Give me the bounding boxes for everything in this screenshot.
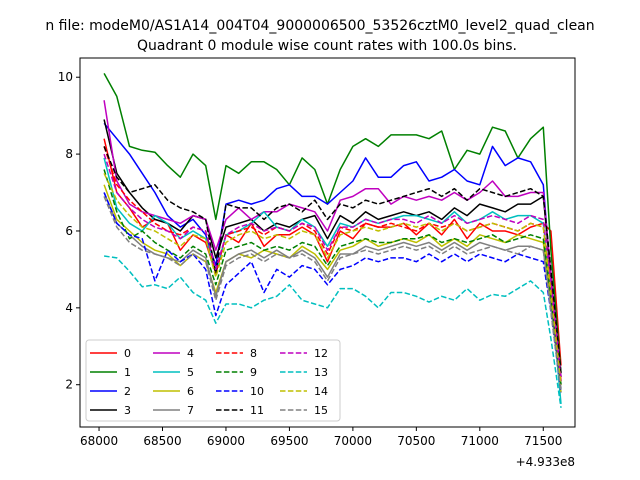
series-line-15 bbox=[103, 196, 562, 393]
series-line-1 bbox=[103, 73, 562, 374]
series-line-2 bbox=[103, 122, 562, 385]
legend-label-3: 3 bbox=[124, 404, 131, 417]
legend-label-2: 2 bbox=[124, 385, 131, 398]
legend-label-5: 5 bbox=[187, 366, 194, 379]
x-tick-label: 69000 bbox=[207, 434, 245, 448]
y-tick-label: 2 bbox=[65, 378, 73, 392]
chart-title: Quadrant 0 module wise count rates with … bbox=[137, 38, 517, 54]
x-tick-label: 70500 bbox=[397, 434, 435, 448]
axes-frame bbox=[79, 57, 576, 428]
legend-label-13: 13 bbox=[314, 366, 328, 379]
y-tick-label: 6 bbox=[65, 224, 73, 238]
y-tick-label: 10 bbox=[58, 70, 73, 84]
plot-area bbox=[103, 73, 562, 408]
legend-frame bbox=[85, 339, 341, 422]
legend-label-6: 6 bbox=[187, 385, 194, 398]
y-tick-label: 4 bbox=[65, 301, 73, 315]
legend-label-1: 1 bbox=[124, 366, 131, 379]
legend-label-15: 15 bbox=[314, 404, 328, 417]
y-axis: 2 4 6 8 10 bbox=[58, 70, 80, 392]
x-tick-label: 68000 bbox=[80, 434, 118, 448]
legend-label-7: 7 bbox=[187, 404, 194, 417]
x-axis: 68000 68500 69000 69500 70000 70500 71000 71500 bbox=[80, 427, 562, 448]
legend-label-12: 12 bbox=[314, 347, 328, 360]
series-line-9 bbox=[103, 169, 562, 385]
legend-label-9: 9 bbox=[250, 366, 257, 379]
x-tick-label: 70000 bbox=[334, 434, 372, 448]
series-line-4 bbox=[103, 100, 562, 378]
x-offset-text: +4.933e8 bbox=[516, 455, 575, 469]
series-line-10 bbox=[103, 192, 562, 393]
legend-label-14: 14 bbox=[314, 385, 328, 398]
legend-label-11: 11 bbox=[250, 404, 264, 417]
series-line-3 bbox=[103, 119, 562, 378]
series-line-12 bbox=[103, 153, 562, 381]
legend-label-10: 10 bbox=[250, 385, 264, 398]
series-line-13 bbox=[103, 255, 562, 408]
series-line-8 bbox=[103, 146, 562, 381]
legend-label-0: 0 bbox=[124, 347, 131, 360]
x-tick-label: 68500 bbox=[143, 434, 181, 448]
series-line-0 bbox=[103, 138, 562, 366]
x-tick-label: 71000 bbox=[461, 434, 499, 448]
figure-suptitle: n file: modeM0/AS1A14_004T04_9000006500_… bbox=[45, 18, 594, 34]
series-line-14 bbox=[103, 172, 562, 385]
x-tick-label: 69500 bbox=[270, 434, 308, 448]
y-tick-label: 8 bbox=[65, 147, 73, 161]
legend-label-4: 4 bbox=[187, 347, 194, 360]
x-tick-label: 71500 bbox=[524, 434, 562, 448]
legend-label-8: 8 bbox=[250, 347, 257, 360]
series-line-11 bbox=[103, 146, 562, 374]
